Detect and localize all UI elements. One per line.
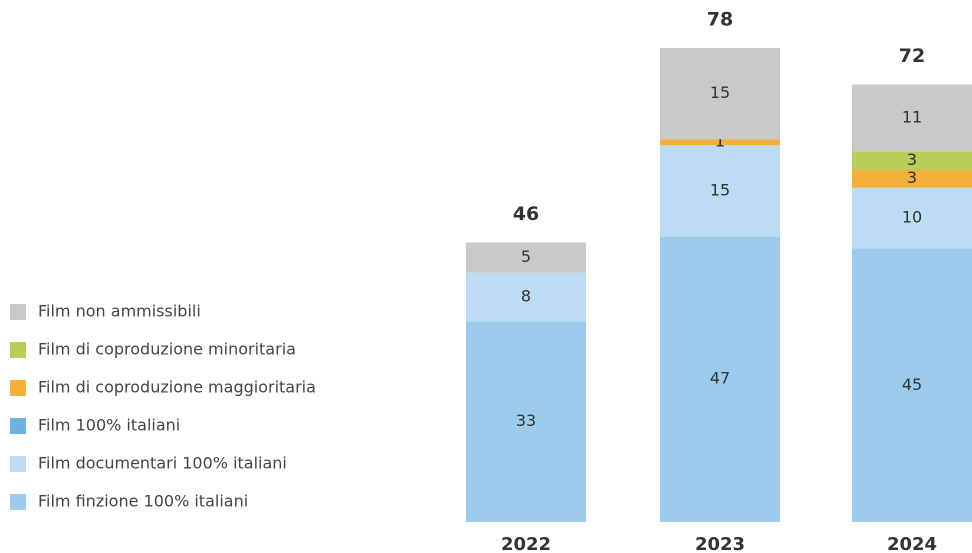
total-label: 72 [899, 45, 925, 67]
bar-segment [660, 48, 780, 140]
segment-label: 47 [710, 369, 730, 388]
segment-label: 15 [710, 180, 730, 199]
legend-label: Film finzione 100% italiani [38, 492, 248, 511]
legend-swatch [10, 456, 26, 472]
bar-segment [466, 272, 586, 322]
bar-segment [466, 321, 586, 522]
legend-label: Film di coproduzione maggioritaria [38, 378, 316, 397]
bar-segment [660, 236, 780, 522]
legend-swatch [10, 380, 26, 396]
legend-swatch [10, 304, 26, 320]
segment-label: 33 [516, 411, 536, 430]
segment-label: 3 [907, 150, 917, 169]
bar-segment [466, 242, 586, 273]
x-tick-label: 2022 [501, 534, 551, 553]
bar-segment [660, 145, 780, 237]
total-label: 78 [707, 9, 733, 31]
legend-swatch [10, 418, 26, 434]
legend-label: Film documentari 100% italiani [38, 454, 287, 473]
legend-label: Film non ammissibili [38, 302, 201, 321]
legend-label: Film di coproduzione minoritaria [38, 340, 296, 359]
bar-segment [660, 139, 780, 146]
bar-segment [852, 84, 972, 152]
segment-label: 45 [902, 375, 922, 394]
segment-label: 3 [907, 168, 917, 187]
segment-label: 1 [715, 132, 725, 151]
segment-label: 15 [710, 83, 730, 102]
segment-label: 5 [521, 247, 531, 266]
bar-segment [852, 151, 972, 170]
legend-swatch [10, 494, 26, 510]
bar-segment [852, 187, 972, 249]
x-tick-label: 2024 [887, 534, 937, 553]
x-tick-label: 2023 [695, 534, 745, 553]
total-label: 46 [513, 203, 539, 225]
segment-label: 8 [521, 287, 531, 306]
legend-swatch [10, 342, 26, 358]
segment-label: 10 [902, 208, 922, 227]
segment-label: 11 [902, 107, 922, 126]
legend-label: Film 100% italiani [38, 416, 180, 435]
bar-segment [852, 248, 972, 523]
bar-segment [852, 169, 972, 188]
